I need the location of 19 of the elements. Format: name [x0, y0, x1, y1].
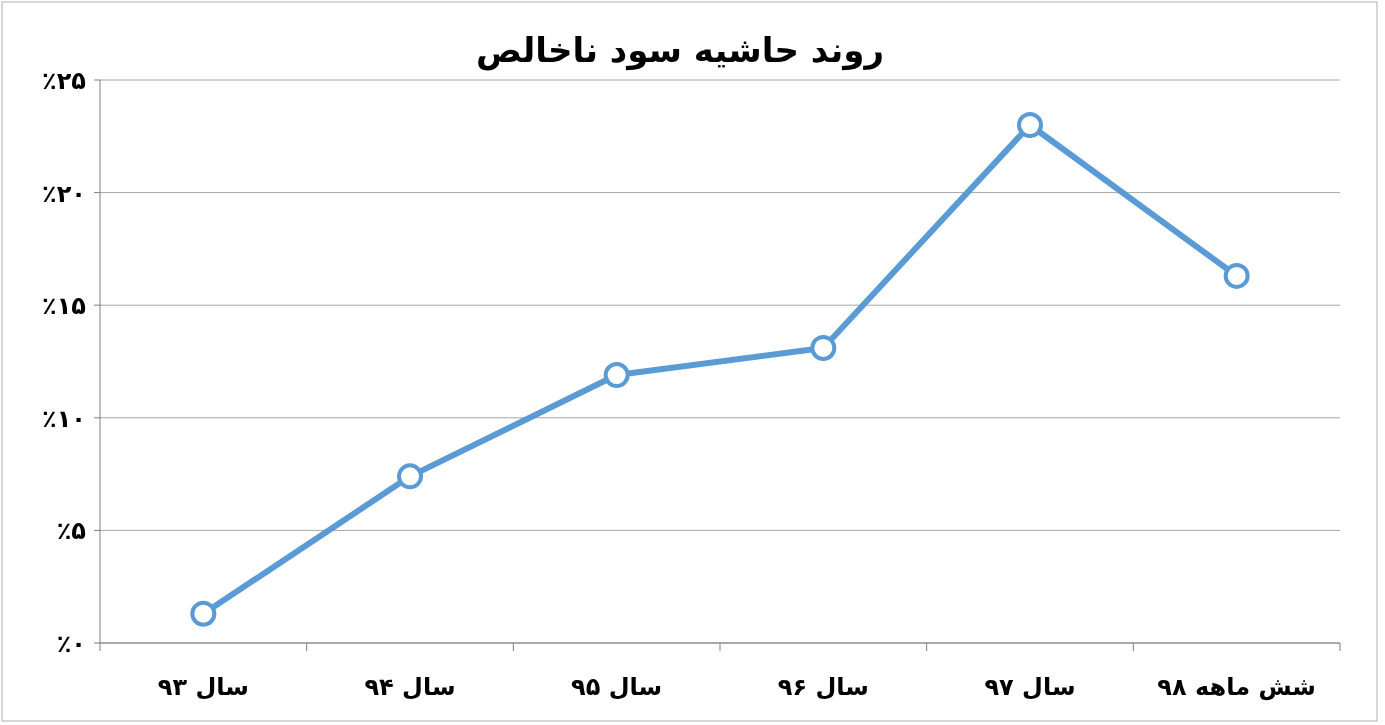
point — [1223, 262, 1250, 289]
point — [397, 463, 423, 490]
y-tick-label: ٪۱۵ — [42, 292, 86, 321]
point — [810, 334, 837, 361]
x-tick-label: سال ۹۳ — [157, 673, 249, 701]
y-tick-label: ٪۵ — [56, 517, 86, 546]
y-tick-label: ٪۰ — [56, 630, 86, 658]
x-tick-label: شش ماهه ۹۸ — [1157, 673, 1316, 701]
y-tick-label: ٪۲۰ — [42, 179, 86, 208]
x-tick-label: سال ۹۴ — [364, 673, 456, 701]
y-tick-label: ٪۲۵ — [42, 67, 86, 95]
y-tick-label: ٪۱۰ — [42, 404, 86, 433]
point — [603, 362, 630, 389]
x-tick-label: سال ۹۶ — [777, 673, 869, 701]
point — [190, 600, 217, 627]
point — [1017, 112, 1043, 139]
x-tick-label: سال ۹۵ — [571, 673, 663, 701]
chart-title: روند حاشیه سود ناخالص — [476, 30, 884, 71]
x-tick-label: سال ۹۷ — [984, 673, 1076, 701]
